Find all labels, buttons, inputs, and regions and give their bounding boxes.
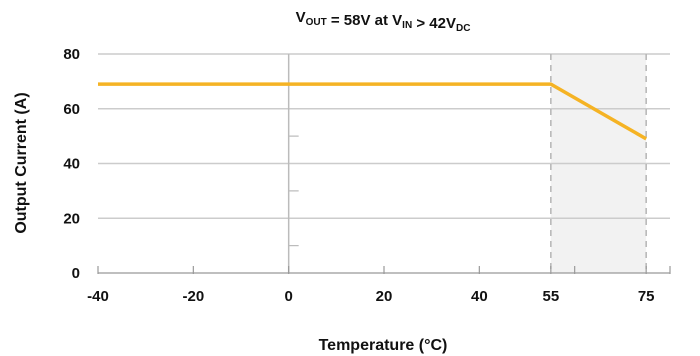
title-text: = 58V at V	[327, 12, 402, 29]
y-tick-label: 0	[72, 265, 80, 282]
x-tick-label: 20	[376, 288, 393, 305]
title-subscript: DC	[456, 23, 470, 34]
x-tick-label: -40	[87, 288, 109, 305]
y-tick-label: 60	[63, 101, 80, 118]
label-layer: VOUT = 58V at VIN > 42VDC Temperature (°…	[13, 9, 470, 354]
x-tick-label: 55	[542, 288, 559, 305]
x-axis-label: Temperature (°C)	[319, 337, 448, 354]
grid-layer	[98, 53, 670, 273]
chart-title: VOUT = 58V at VIN > 42VDC	[296, 9, 471, 34]
axis-layer: -40 -20 0 20 40 55 75 0 20 40 60 80	[63, 46, 671, 305]
y-tick-label: 40	[63, 156, 80, 173]
series-line-0	[98, 82, 648, 141]
title-text: V	[296, 9, 306, 26]
series-layer	[98, 82, 648, 141]
y-axis-label: Output Current (A)	[13, 92, 30, 233]
y-tick-label: 80	[63, 46, 80, 63]
x-tick-label: 40	[471, 288, 488, 305]
x-tick-label: 75	[638, 288, 655, 305]
title-subscript: IN	[402, 20, 412, 31]
title-subscript: OUT	[306, 17, 327, 28]
title-text: > 42V	[412, 15, 456, 32]
x-tick-label: -20	[182, 288, 204, 305]
x-tick-label: 0	[284, 288, 292, 305]
y-tick-label: 20	[63, 210, 80, 227]
